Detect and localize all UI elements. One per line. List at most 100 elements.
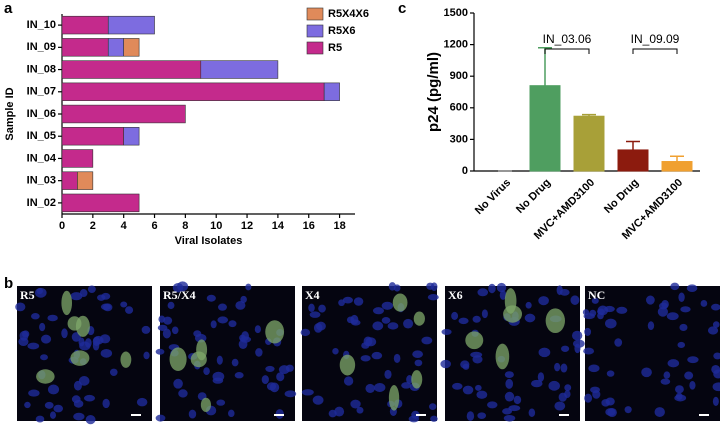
nucleus [458,317,469,325]
y-tick-label: IN_07 [27,86,56,98]
nucleus [548,380,560,391]
nucleus [363,336,373,347]
bar-segment [61,171,78,190]
nucleus [332,347,339,355]
cell [465,331,484,350]
nucleus [285,364,294,372]
cell [196,339,208,361]
nucleus [353,297,364,306]
nucleus [102,398,110,409]
error-bar [670,155,684,162]
x-tick-label: 12 [241,220,253,232]
nucleus [350,319,361,326]
nucleus [73,399,84,408]
micro-image: R5 [15,285,152,425]
cell [70,350,90,366]
nucleus [136,397,148,407]
scale-bar [416,414,426,416]
nucleus [712,321,720,328]
bar-segment [323,82,340,101]
nucleus [39,322,46,332]
bar [661,161,693,172]
nucleus [155,414,166,422]
nucleus [513,395,522,405]
nucleus [713,369,720,379]
nucleus [381,301,394,310]
nucleus [462,363,470,370]
error-bar [538,47,552,86]
nucleus [583,347,595,355]
nucleus [675,385,684,394]
y-tick-label: IN_04 [27,152,57,164]
bar-segment [61,193,140,213]
nucleus [658,302,668,310]
nucleus [47,384,60,395]
bar-segment [61,149,94,168]
nucleus [157,324,168,331]
nucleus [430,415,438,422]
image-label: R5/X4 [163,288,196,302]
nucleus [275,409,284,419]
bar-segment [123,38,140,57]
nucleus [371,351,383,360]
nucleus [556,285,563,296]
nucleus [508,405,521,412]
bar-segment [61,60,202,79]
nucleus [155,348,165,355]
nucleus [684,371,694,380]
x-tick-label: 16 [303,220,315,232]
bar-segment [107,15,155,35]
nucleus [218,303,227,311]
cell [339,354,356,376]
nucleus [15,302,26,312]
nucleus [451,311,459,320]
nucleus [641,367,652,378]
nucleus [342,296,353,304]
nucleus [713,352,720,360]
nucleus [570,295,580,305]
x-tick-label: No Drug [602,177,641,216]
image-label: X4 [305,288,320,302]
nucleus [301,389,314,396]
x-tick-label: 14 [272,220,285,232]
nucleus [308,303,315,312]
nucleus [561,345,570,352]
bar [617,149,649,172]
cell [61,290,73,316]
nucleus [560,363,568,373]
x-tick-label: 0 [59,220,65,232]
nucleus [504,391,515,402]
bar [529,85,561,172]
y-tick-label: 600 [450,102,468,114]
nucleus [381,317,391,324]
y-tick-label: IN_08 [27,63,56,75]
nucleus [245,283,252,291]
y-tick-label: IN_05 [27,130,56,142]
nucleus [300,328,311,337]
nucleus [414,359,423,367]
nucleus [538,347,551,358]
y-axis-label: p24 (pg/ml) [425,52,442,132]
nucleus [163,316,173,325]
nucleus [440,359,451,369]
nucleus [360,355,371,362]
nucleus [234,372,244,379]
nucleus [476,390,488,399]
cell [120,351,132,368]
y-tick-label: IN_06 [27,108,56,120]
nucleus [406,375,413,384]
nucleus [401,382,412,389]
nucleus [334,406,345,417]
panel-label: c [398,0,406,17]
nucleus [711,303,720,311]
image-label: NC [588,288,605,302]
legend-swatch [306,7,324,21]
nucleus [687,356,699,364]
nucleus [173,378,183,389]
nucleus [316,321,326,331]
nucleus [707,326,719,335]
nucleus [654,407,665,417]
nucleus [393,353,401,363]
nucleus [85,414,96,425]
nucleus [40,334,52,344]
